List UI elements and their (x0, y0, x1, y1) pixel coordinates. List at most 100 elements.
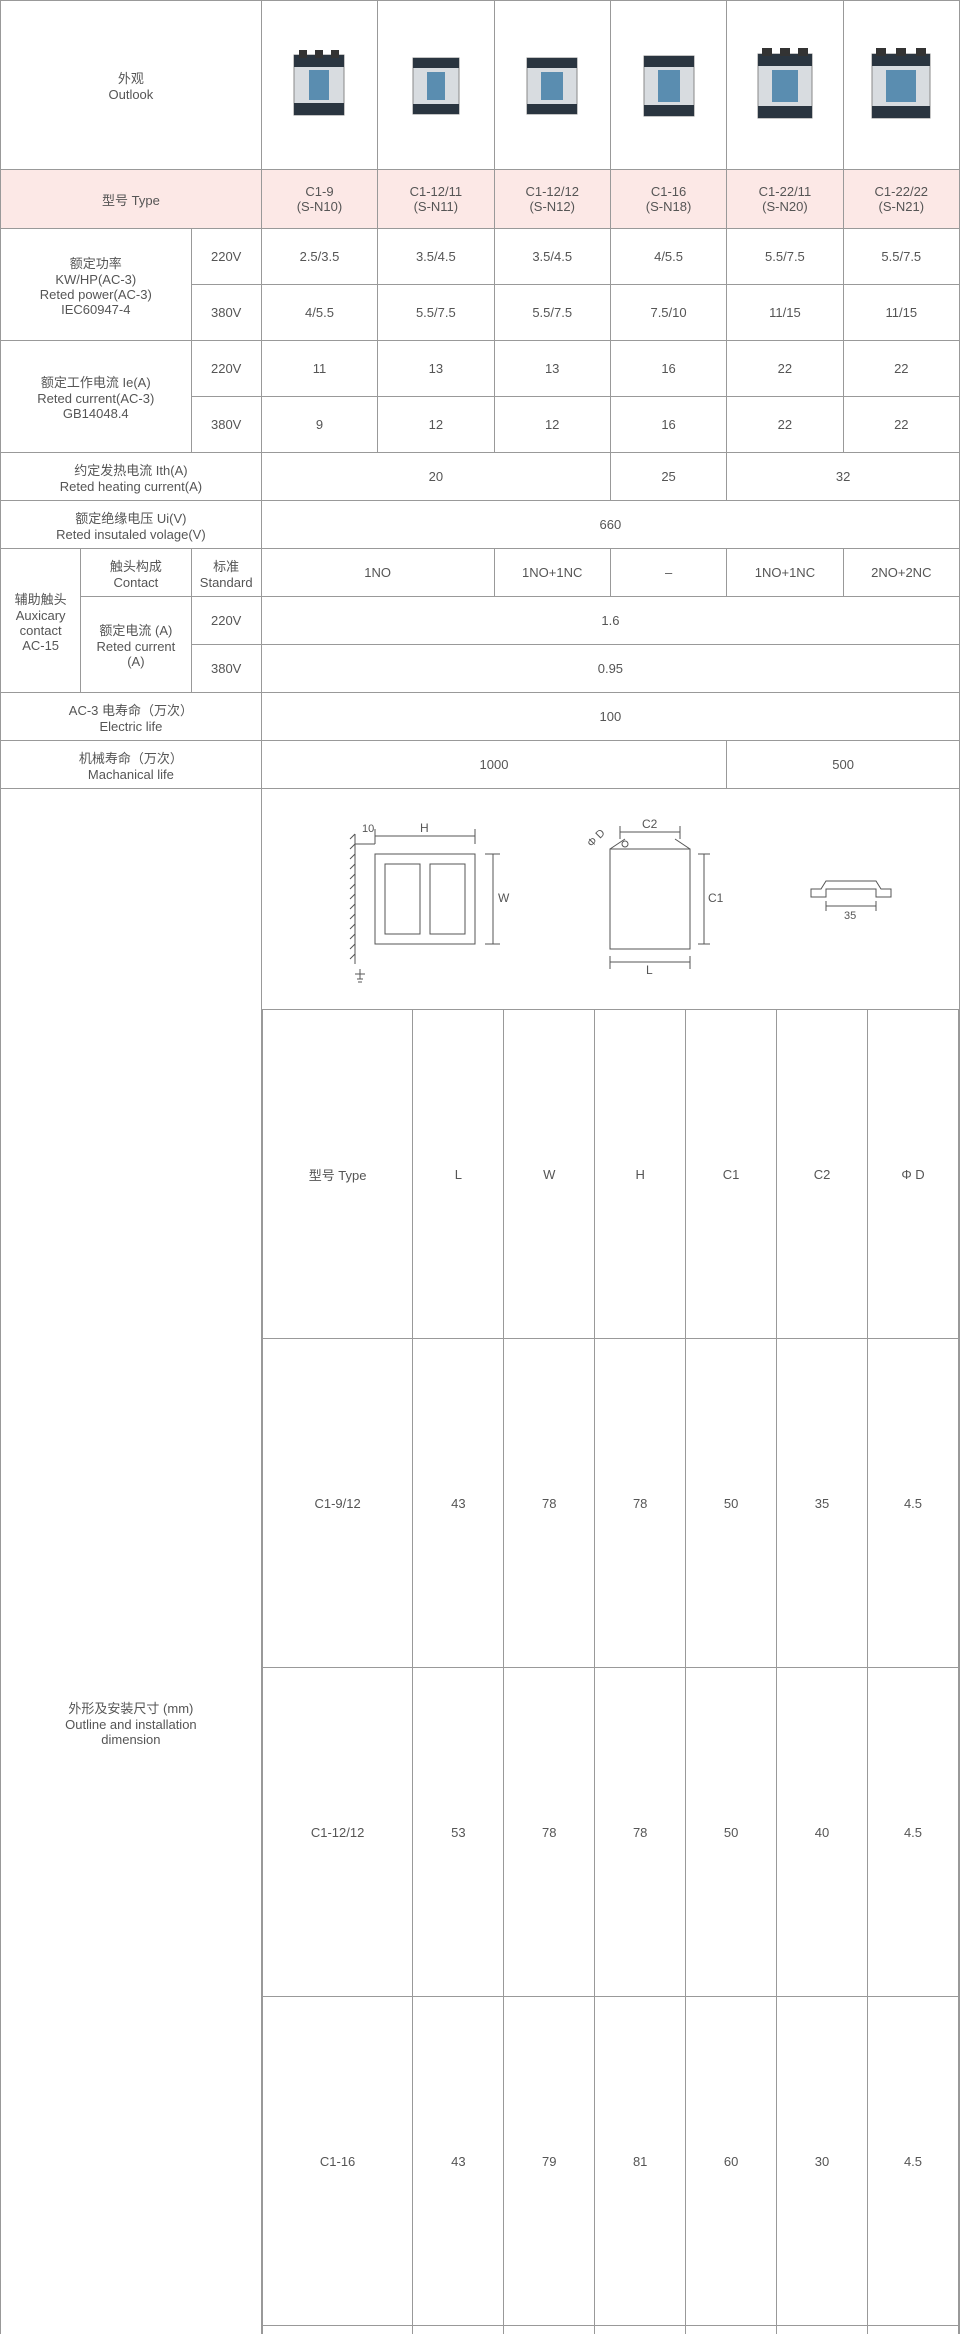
data-cell: 1NO (261, 549, 494, 597)
dim-cell: C1-22 (262, 2326, 413, 2334)
dim-cell: 40 (777, 1668, 868, 1997)
dim-header-row: 型号 Type L W H C1 C2 Φ D (262, 1010, 958, 1339)
type-row: 型号 Type C1-9(S-N10) C1-12/11(S-N11) C1-1… (1, 170, 960, 229)
dim-header: W (504, 1010, 595, 1339)
type-cell: C1-12/11(S-N11) (378, 170, 494, 229)
type-cell: C1-22/22(S-N21) (843, 170, 959, 229)
aux-current-label: 额定电流 (A)Reted current(A) (81, 597, 191, 693)
dimension-subtable: 型号 Type L W H C1 C2 Φ D C1-9/12437878503… (262, 1009, 959, 2334)
data-cell: 500 (727, 741, 960, 789)
svg-text:H: H (420, 821, 429, 835)
data-cell: 1NO+1NC (727, 549, 843, 597)
dim-data-row: C1-12/1253787850404.5 (262, 1668, 958, 1997)
data-cell: 16 (610, 397, 726, 453)
data-cell: 660 (261, 501, 959, 549)
data-cell: 5.5/7.5 (378, 285, 494, 341)
dim-cell: 81 (595, 1997, 686, 2326)
aux-label: 辅助触头AuxicarycontactAC-15 (1, 549, 81, 693)
data-cell: 22 (727, 397, 843, 453)
dim-cell: 4.5 (868, 2326, 959, 2334)
data-cell: 1000 (261, 741, 726, 789)
dim-cell: 53 (413, 1668, 504, 1997)
aux-220-row: 额定电流 (A)Reted current(A) 220V 1.6 (1, 597, 960, 645)
voltage-label: 380V (191, 285, 261, 341)
current-label: 额定工作电流 Ie(A)Reted current(AC-3)GB14048.4 (1, 341, 192, 453)
type-cell: C1-12/12(S-N12) (494, 170, 610, 229)
mech-life-label: 机械寿命（万次）Machanical life (1, 741, 262, 789)
product-image-2 (378, 1, 494, 170)
rail-diagram: 35 (796, 869, 906, 929)
svg-text:Φ D: Φ D (585, 827, 608, 850)
data-cell: 3.5/4.5 (378, 229, 494, 285)
voltage-label: 220V (191, 341, 261, 397)
dim-cell: 78 (595, 1339, 686, 1668)
data-cell: 100 (261, 693, 959, 741)
dimension-content: 10 H W C2 Φ D C1 (261, 789, 959, 2334)
product-image-5 (727, 1, 843, 170)
data-cell: 22 (843, 341, 959, 397)
data-cell: 22 (727, 341, 843, 397)
voltage-label: 380V (191, 397, 261, 453)
data-cell: 5.5/7.5 (494, 285, 610, 341)
spec-table: 外观 Outlook 型号 Type C1-9(S-N10) C1-12/11(… (0, 0, 960, 2334)
data-cell: 32 (727, 453, 960, 501)
data-cell: 0.95 (261, 645, 959, 693)
dim-cell: 43 (413, 1339, 504, 1668)
contact-row: 辅助触头AuxicarycontactAC-15 触头构成Contact 标准S… (1, 549, 960, 597)
mech-life-row: 机械寿命（万次）Machanical life 1000 500 (1, 741, 960, 789)
dim-cell: C1-16 (262, 1997, 413, 2326)
voltage-label: 220V (191, 597, 261, 645)
data-cell: 5.5/7.5 (727, 229, 843, 285)
data-cell: – (610, 549, 726, 597)
dim-data-row: C1-1643798160304.5 (262, 1997, 958, 2326)
dim-cell: 4.5 (868, 1997, 959, 2326)
svg-text:35: 35 (844, 910, 856, 922)
dimension-label: 外形及安装尺寸 (mm)Outline and installationdime… (1, 789, 262, 2334)
data-cell: 9 (261, 397, 377, 453)
data-cell: 11 (261, 341, 377, 397)
svg-text:10: 10 (362, 823, 374, 835)
dim-header: C2 (777, 1010, 868, 1339)
outlook-row: 外观 Outlook (1, 1, 960, 170)
svg-text:C1: C1 (708, 891, 724, 905)
insulation-label: 额定绝缘电压 Ui(V)Reted insutaled volage(V) (1, 501, 262, 549)
data-cell: 4/5.5 (261, 285, 377, 341)
heating-label: 约定发热电流 Ith(A)Reted heating current(A) (1, 453, 262, 501)
data-cell: 11/15 (727, 285, 843, 341)
dim-cell: 43 (413, 1997, 504, 2326)
dim-cell: 60 (686, 1997, 777, 2326)
contact-label: 触头构成Contact (81, 549, 191, 597)
data-cell: 2.5/3.5 (261, 229, 377, 285)
dim-cell: 78 (595, 1668, 686, 1997)
dim-cell: 81 (504, 2326, 595, 2334)
dim-cell: 50 (686, 1668, 777, 1997)
type-cell: C1-16(S-N18) (610, 170, 726, 229)
dim-cell: 79 (504, 1997, 595, 2326)
dim-cell: 54 (777, 2326, 868, 2334)
standard-label: 标准Standard (191, 549, 261, 597)
dim-data-row: C1-2263818160544.5 (262, 2326, 958, 2334)
data-cell: 5.5/7.5 (843, 229, 959, 285)
power-label: 额定功率KW/HP(AC-3) Reted power(AC-3)IEC6094… (1, 229, 192, 341)
data-cell: 1NO+1NC (494, 549, 610, 597)
product-image-3 (494, 1, 610, 170)
dimension-row: 外形及安装尺寸 (mm)Outline and installationdime… (1, 789, 960, 2334)
dim-cell: C1-9/12 (262, 1339, 413, 1668)
dim-cell: 4.5 (868, 1668, 959, 1997)
current-220-row: 额定工作电流 Ie(A)Reted current(AC-3)GB14048.4… (1, 341, 960, 397)
data-cell: 13 (494, 341, 610, 397)
product-image-4 (610, 1, 726, 170)
dim-cell: 78 (504, 1339, 595, 1668)
dim-cell: 78 (504, 1668, 595, 1997)
dim-cell: 81 (595, 2326, 686, 2334)
svg-text:W: W (498, 891, 510, 905)
side-view-diagram: C2 Φ D C1 L (580, 814, 730, 984)
svg-text:L: L (646, 963, 653, 977)
data-cell: 12 (378, 397, 494, 453)
data-cell: 25 (610, 453, 726, 501)
heating-row: 约定发热电流 Ith(A)Reted heating current(A) 20… (1, 453, 960, 501)
product-image-6 (843, 1, 959, 170)
type-cell: C1-9(S-N10) (261, 170, 377, 229)
dim-cell: 60 (686, 2326, 777, 2334)
data-cell: 2NO+2NC (843, 549, 959, 597)
